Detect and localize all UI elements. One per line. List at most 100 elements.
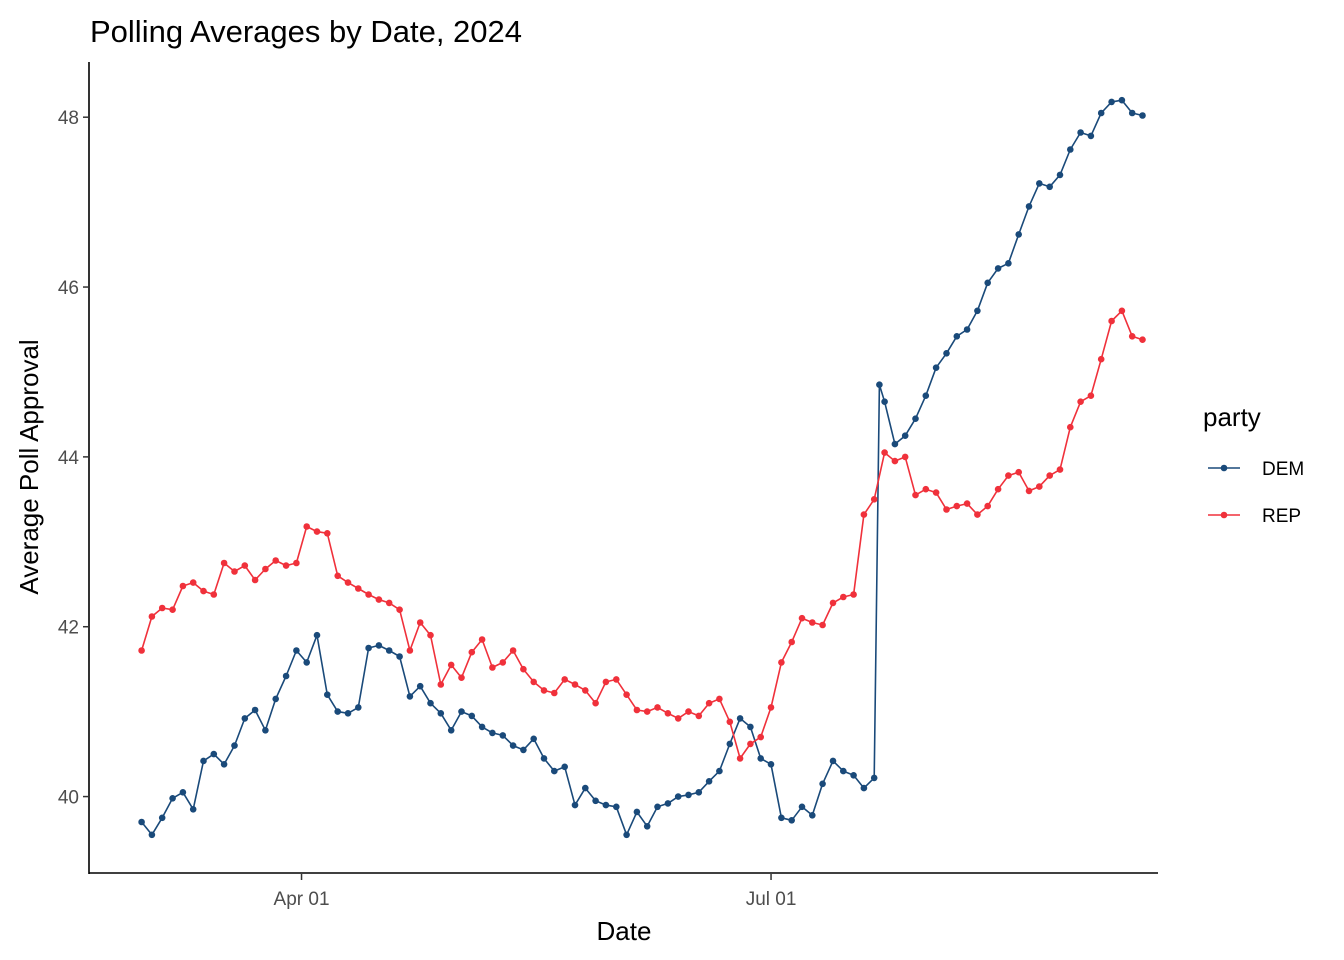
data-point <box>138 818 145 826</box>
data-point <box>602 801 610 809</box>
data-point <box>200 587 207 595</box>
data-point <box>272 695 280 703</box>
data-point <box>571 801 579 809</box>
data-point <box>179 582 187 590</box>
data-point <box>870 774 878 782</box>
series-layer <box>138 96 1146 839</box>
data-point <box>788 638 795 646</box>
legend-label: REP <box>1262 506 1301 527</box>
data-point <box>375 642 383 649</box>
y-tick-label: 46 <box>58 278 79 299</box>
data-point <box>303 659 311 666</box>
data-point <box>974 307 981 315</box>
data-point <box>509 742 517 749</box>
data-point <box>520 665 527 673</box>
data-point <box>561 676 568 683</box>
data-point <box>643 708 651 715</box>
data-point <box>1087 132 1095 140</box>
x-tick-label: Apr 01 <box>274 889 330 910</box>
data-point <box>1015 231 1022 238</box>
y-tick-label: 40 <box>58 788 79 809</box>
data-point <box>994 485 1002 493</box>
data-point <box>355 585 362 592</box>
data-point <box>829 757 837 765</box>
data-point <box>1067 146 1074 153</box>
data-point <box>850 772 857 779</box>
x-ticks: Apr 01 Jul 01 <box>274 874 796 910</box>
data-point <box>406 647 414 654</box>
x-axis-title: Date <box>597 916 652 946</box>
data-point <box>551 689 558 697</box>
data-point <box>881 398 888 406</box>
data-point <box>592 797 599 805</box>
data-point <box>148 831 156 839</box>
data-point <box>613 803 620 811</box>
data-point <box>654 704 661 711</box>
data-point <box>499 732 507 739</box>
data-point <box>994 265 1002 272</box>
data-point <box>623 831 630 839</box>
data-point <box>427 699 434 707</box>
series-line-rep <box>140 310 1143 760</box>
chart-title: Polling Averages by Date, 2024 <box>90 14 522 49</box>
data-point <box>189 579 197 586</box>
data-point <box>241 715 249 722</box>
data-point <box>169 795 176 802</box>
data-point <box>963 326 971 333</box>
data-point <box>757 755 764 762</box>
data-point <box>571 681 579 688</box>
data-point <box>613 676 620 683</box>
data-point <box>695 712 703 720</box>
data-point <box>468 648 476 656</box>
data-point <box>654 803 661 811</box>
data-point <box>932 489 940 496</box>
data-point <box>324 691 331 698</box>
data-point <box>241 562 249 569</box>
data-point <box>313 528 321 535</box>
data-point <box>984 502 991 510</box>
data-point <box>530 735 537 743</box>
data-point <box>685 791 692 799</box>
data-point <box>736 755 744 762</box>
data-point <box>633 808 641 816</box>
data-point <box>582 687 589 694</box>
data-point <box>478 723 486 731</box>
data-point <box>664 800 672 807</box>
data-point <box>1097 109 1105 117</box>
data-point <box>1056 171 1064 179</box>
data-point <box>324 530 331 537</box>
legend-key-marker <box>1220 464 1228 472</box>
data-point <box>778 659 785 666</box>
data-point <box>876 381 883 389</box>
data-point <box>881 449 888 456</box>
data-point <box>210 591 218 598</box>
legend: party DEM REP <box>1203 402 1304 527</box>
data-point <box>396 653 403 660</box>
data-point <box>798 614 806 622</box>
data-point <box>540 687 548 694</box>
data-point <box>788 817 795 824</box>
data-point <box>767 761 775 768</box>
data-point <box>747 723 754 731</box>
data-point <box>1056 466 1064 473</box>
data-point <box>1036 483 1043 490</box>
data-point <box>334 708 342 715</box>
data-point <box>1005 260 1012 267</box>
data-point <box>1036 180 1043 187</box>
data-point <box>416 619 424 626</box>
data-point <box>189 806 197 813</box>
y-ticks: 40 42 44 46 48 <box>58 108 89 809</box>
data-point <box>1025 487 1033 495</box>
data-point <box>1005 472 1012 479</box>
data-point <box>169 606 176 613</box>
data-point <box>922 392 930 400</box>
data-point <box>1139 112 1146 119</box>
data-point <box>148 613 156 620</box>
data-point <box>282 672 290 680</box>
data-point <box>1046 183 1053 191</box>
data-point <box>447 661 455 669</box>
data-point <box>365 644 372 652</box>
data-point <box>726 740 734 748</box>
data-point <box>860 784 868 792</box>
data-point <box>912 415 919 423</box>
